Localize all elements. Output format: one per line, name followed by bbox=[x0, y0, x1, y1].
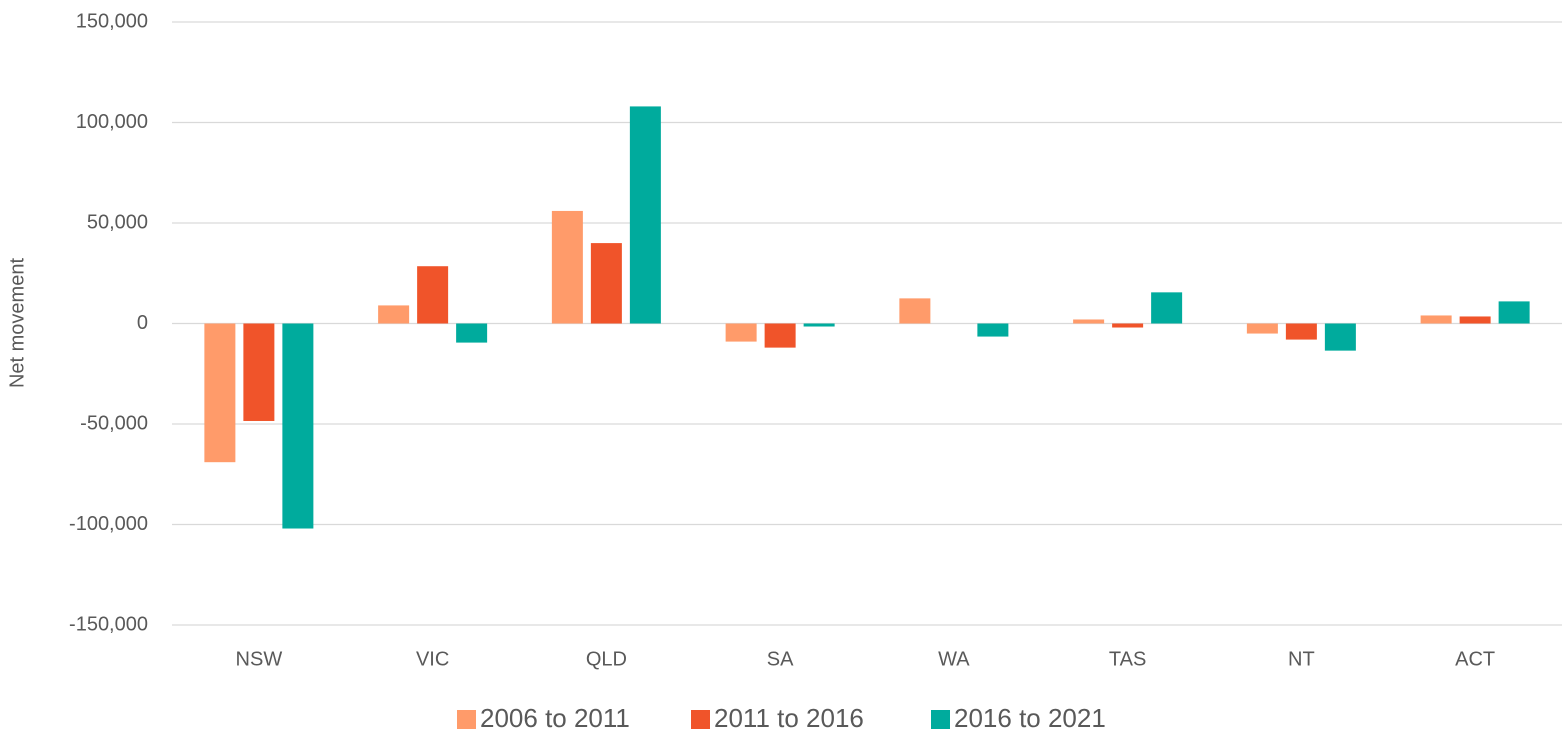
y-tick-label: 100,000 bbox=[76, 111, 148, 133]
bar bbox=[629, 106, 661, 324]
bar bbox=[803, 323, 835, 327]
legend-label: 2016 to 2021 bbox=[954, 703, 1106, 733]
bar bbox=[456, 323, 488, 343]
bar bbox=[417, 266, 449, 324]
bar bbox=[1073, 319, 1105, 324]
bar bbox=[725, 323, 757, 342]
x-tick-label: TAS bbox=[1109, 648, 1146, 670]
legend-swatch bbox=[931, 710, 950, 729]
y-axis-label: Net movement bbox=[6, 258, 28, 388]
y-tick-label: -100,000 bbox=[69, 513, 148, 535]
bar bbox=[551, 210, 583, 324]
legend-swatch bbox=[691, 710, 710, 729]
x-tick-label: ACT bbox=[1455, 648, 1495, 670]
y-tick-label: -150,000 bbox=[69, 613, 148, 635]
legend-label: 2006 to 2011 bbox=[480, 703, 630, 733]
bar bbox=[977, 323, 1009, 337]
bar bbox=[1112, 323, 1144, 328]
bar bbox=[764, 323, 796, 348]
x-tick-label: NT bbox=[1288, 648, 1315, 670]
bar bbox=[1420, 315, 1452, 324]
bar bbox=[1498, 301, 1530, 324]
bar bbox=[282, 323, 314, 529]
bar bbox=[243, 323, 275, 421]
bar bbox=[1285, 323, 1317, 340]
y-tick-label: 50,000 bbox=[87, 211, 148, 233]
x-tick-label: WA bbox=[938, 648, 970, 670]
y-tick-label: 0 bbox=[137, 312, 148, 334]
legend-swatch bbox=[457, 710, 476, 729]
x-tick-label: NSW bbox=[236, 648, 283, 670]
bar bbox=[1246, 323, 1278, 334]
x-tick-label: SA bbox=[767, 648, 794, 670]
bar bbox=[899, 298, 931, 324]
x-tick-label: QLD bbox=[586, 648, 627, 670]
legend-label: 2011 to 2016 bbox=[714, 703, 864, 733]
bar bbox=[1324, 323, 1356, 351]
bar bbox=[378, 305, 410, 324]
y-tick-label: 150,000 bbox=[76, 10, 148, 32]
bar bbox=[1459, 316, 1491, 324]
y-tick-label: -50,000 bbox=[80, 412, 148, 434]
x-tick-label: VIC bbox=[416, 648, 449, 670]
bar bbox=[1151, 292, 1183, 324]
bar bbox=[204, 323, 236, 463]
bar bbox=[590, 243, 622, 324]
